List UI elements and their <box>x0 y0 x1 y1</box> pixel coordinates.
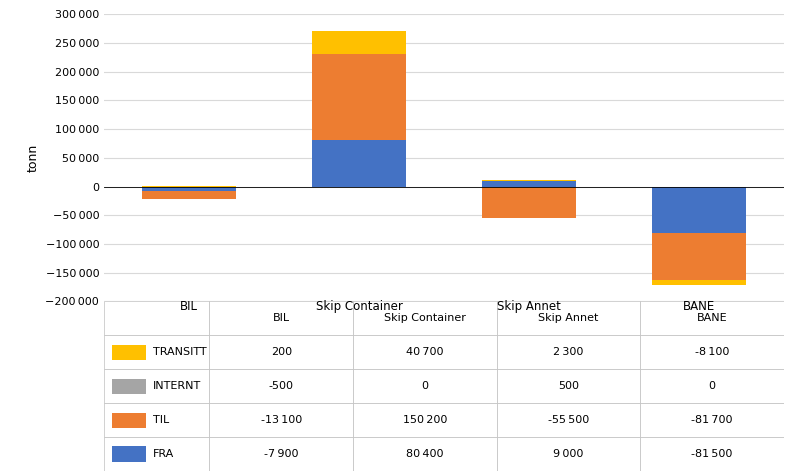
Bar <box>104 437 210 471</box>
Text: 150 200: 150 200 <box>402 415 447 425</box>
Bar <box>640 335 784 369</box>
Y-axis label: tonn: tonn <box>27 144 40 172</box>
Text: TRANSITT: TRANSITT <box>153 347 206 357</box>
Text: -13 100: -13 100 <box>261 415 302 425</box>
Bar <box>353 335 497 369</box>
Text: Skip Annet: Skip Annet <box>538 313 598 324</box>
Bar <box>210 301 353 335</box>
Text: -81 500: -81 500 <box>691 449 733 459</box>
Bar <box>652 280 746 285</box>
Bar <box>112 447 146 462</box>
Text: BIL: BIL <box>273 313 290 324</box>
Bar <box>104 335 210 369</box>
Bar <box>482 180 576 181</box>
Text: INTERNT: INTERNT <box>153 381 201 391</box>
Text: Skip Annet: Skip Annet <box>497 300 561 313</box>
Text: BIL: BIL <box>180 300 198 313</box>
Text: 500: 500 <box>558 381 579 391</box>
Bar <box>312 54 406 140</box>
Bar <box>210 437 353 471</box>
Bar <box>104 301 210 335</box>
Text: -81 700: -81 700 <box>691 415 733 425</box>
Bar <box>482 181 576 187</box>
Bar <box>210 369 353 403</box>
Bar <box>497 369 640 403</box>
Bar <box>640 437 784 471</box>
Bar <box>353 437 497 471</box>
Bar <box>312 31 406 54</box>
Bar <box>112 379 146 394</box>
Bar <box>142 187 236 191</box>
Bar <box>353 403 497 437</box>
Text: BANE: BANE <box>683 300 715 313</box>
Bar <box>210 335 353 369</box>
Bar <box>640 301 784 335</box>
Bar <box>142 191 236 199</box>
Bar <box>312 140 406 187</box>
Bar <box>112 413 146 428</box>
Text: Skip Container: Skip Container <box>384 313 466 324</box>
Bar <box>112 345 146 360</box>
Bar <box>104 403 210 437</box>
Text: 200: 200 <box>270 347 292 357</box>
Bar <box>640 403 784 437</box>
Bar <box>104 369 210 403</box>
Text: BANE: BANE <box>697 313 727 324</box>
Text: -7 900: -7 900 <box>264 449 298 459</box>
Bar <box>353 369 497 403</box>
Text: FRA: FRA <box>153 449 174 459</box>
Bar <box>497 403 640 437</box>
Text: 2 300: 2 300 <box>554 347 584 357</box>
Bar <box>210 403 353 437</box>
Bar <box>652 233 746 280</box>
Text: Skip Container: Skip Container <box>315 300 402 313</box>
Text: 0: 0 <box>709 381 716 391</box>
Text: -55 500: -55 500 <box>548 415 589 425</box>
Text: TIL: TIL <box>153 415 169 425</box>
Text: -8 100: -8 100 <box>695 347 730 357</box>
Bar <box>640 369 784 403</box>
Text: -500: -500 <box>269 381 294 391</box>
Bar <box>497 301 640 335</box>
Text: 40 700: 40 700 <box>406 347 444 357</box>
Bar <box>497 335 640 369</box>
Text: 9 000: 9 000 <box>554 449 584 459</box>
Text: 0: 0 <box>422 381 428 391</box>
Bar <box>497 437 640 471</box>
Bar <box>482 187 576 219</box>
Bar <box>652 187 746 233</box>
Bar <box>353 301 497 335</box>
Text: 80 400: 80 400 <box>406 449 444 459</box>
